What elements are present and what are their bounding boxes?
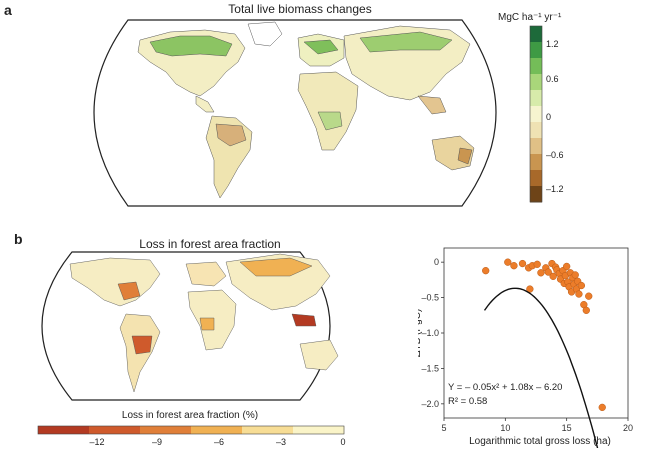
scatter-point bbox=[504, 258, 512, 266]
map-a-amazon bbox=[215, 123, 247, 147]
scatter-point bbox=[537, 269, 545, 277]
x-tick-label: 15 bbox=[562, 423, 572, 433]
panel-a-letter: a bbox=[4, 2, 12, 18]
colorbar-b-swatch bbox=[38, 426, 90, 434]
x-tick-label: 20 bbox=[623, 423, 633, 433]
colorbar-a-swatch bbox=[530, 26, 542, 43]
x-tick-label: 5 bbox=[441, 423, 446, 433]
colorbar-a-tick-label: –1.2 bbox=[546, 184, 564, 194]
colorbar-b-border bbox=[37, 425, 345, 435]
scatter-point bbox=[571, 271, 579, 279]
colorbar-b-tick-label: –9 bbox=[151, 437, 162, 447]
map-a-land bbox=[137, 21, 475, 199]
colorbar-a bbox=[529, 25, 543, 203]
map-b-europe bbox=[185, 261, 227, 287]
map-a-se-asia bbox=[417, 95, 447, 115]
colorbar-a-swatch bbox=[530, 170, 542, 187]
colorbar-a-swatch bbox=[530, 58, 542, 75]
colorbar-a-unit: MgC ha⁻¹ yr⁻¹ bbox=[498, 12, 562, 23]
colorbar-a-swatch bbox=[530, 74, 542, 91]
colorbar-a-swatch bbox=[530, 122, 542, 139]
colorbar-b-swatches bbox=[37, 425, 345, 435]
colorbar-b-swatch bbox=[293, 426, 345, 434]
y-axis-label: ΔTB (PgC) bbox=[418, 309, 423, 357]
colorbar-a-swatch bbox=[530, 154, 542, 171]
colorbar-b-swatch bbox=[242, 426, 294, 434]
y-tick-label: 0 bbox=[434, 257, 439, 267]
fit-equation: Y = – 0.05x² + 1.08x – 6.20 bbox=[448, 382, 562, 393]
colorbar-b-swatch bbox=[140, 426, 192, 434]
x-tick-label: 10 bbox=[500, 423, 510, 433]
map-a-africa-central bbox=[317, 111, 343, 131]
scatter-point bbox=[482, 267, 490, 275]
colorbar-b-label: Loss in forest area fraction (%) bbox=[121, 410, 259, 421]
scatter-point bbox=[518, 259, 527, 268]
colorbar-b-tick-label: –3 bbox=[275, 437, 286, 447]
y-tick-label: –1.0 bbox=[421, 328, 439, 338]
map-a-siberia-green bbox=[359, 31, 453, 53]
panel-a-title: Total live biomass changes bbox=[228, 2, 372, 16]
scatter-point bbox=[533, 260, 541, 268]
map-b-russia bbox=[239, 257, 313, 277]
scatter-point bbox=[577, 281, 586, 290]
fit-r2: R² = 0.58 bbox=[448, 396, 487, 407]
colorbar-a-swatch bbox=[530, 186, 542, 203]
scatter-chart: 5 10 15 20 0 –0.5 –1.0 –1.5 –2.0 Logarithmic tota… bbox=[418, 247, 633, 448]
colorbar-a-swatch bbox=[530, 90, 542, 107]
colorbar-b-tick-label: 0 bbox=[340, 437, 346, 447]
colorbar-a-tick-label: 0 bbox=[546, 112, 552, 122]
colorbar-a-tick-label: 0.6 bbox=[546, 74, 559, 84]
colorbar-a-swatches bbox=[529, 25, 543, 203]
scatter-point bbox=[563, 262, 571, 271]
map-a-central-america bbox=[195, 95, 215, 113]
colorbar-b-tick-label: –6 bbox=[213, 437, 224, 447]
map-a-australia-east bbox=[457, 147, 473, 165]
scatter-point bbox=[510, 262, 518, 270]
colorbar-b-tick-label: –12 bbox=[89, 437, 105, 447]
map-b-brazil bbox=[131, 335, 153, 355]
scatter-point bbox=[544, 268, 552, 276]
colorbar-a-swatch bbox=[530, 106, 542, 123]
colorbar-b-swatch bbox=[89, 426, 141, 434]
map-a-africa bbox=[297, 71, 359, 151]
y-tick-label: –2.0 bbox=[421, 399, 439, 409]
scatter-point bbox=[598, 403, 606, 412]
map-a-europe-green bbox=[303, 39, 339, 55]
y-tick-label: –0.5 bbox=[421, 293, 439, 303]
map-b-indonesia bbox=[291, 313, 317, 327]
map-b-australia bbox=[299, 339, 339, 371]
map-a-greenland bbox=[247, 21, 283, 47]
scatter-point bbox=[526, 285, 534, 293]
x-axis-label: Logarithmic total gross loss (ha) bbox=[469, 436, 611, 447]
colorbar-b-swatch bbox=[191, 426, 243, 434]
colorbar-a-swatch bbox=[530, 42, 542, 59]
y-tick-label: –1.5 bbox=[421, 363, 439, 373]
scatter-point bbox=[582, 306, 590, 314]
map-b-usa-east bbox=[117, 281, 141, 301]
colorbar-a-tick-label: –0.6 bbox=[546, 150, 564, 160]
panel-b-title: Loss in forest area fraction bbox=[139, 237, 281, 251]
panel-b-letter: b bbox=[14, 231, 23, 247]
colorbar-b bbox=[37, 425, 345, 435]
colorbar-a-border bbox=[529, 25, 543, 203]
map-b-land bbox=[69, 253, 339, 393]
colorbar-a-tick-label: 1.2 bbox=[546, 39, 559, 49]
colorbar-a-swatch bbox=[530, 138, 542, 155]
scatter-point bbox=[585, 292, 593, 300]
scatter-point bbox=[549, 272, 557, 280]
map-b-africa-west bbox=[199, 317, 215, 331]
scatter-point bbox=[575, 290, 583, 298]
fit-curve bbox=[483, 287, 599, 448]
map-a-north-america-green bbox=[149, 35, 233, 57]
